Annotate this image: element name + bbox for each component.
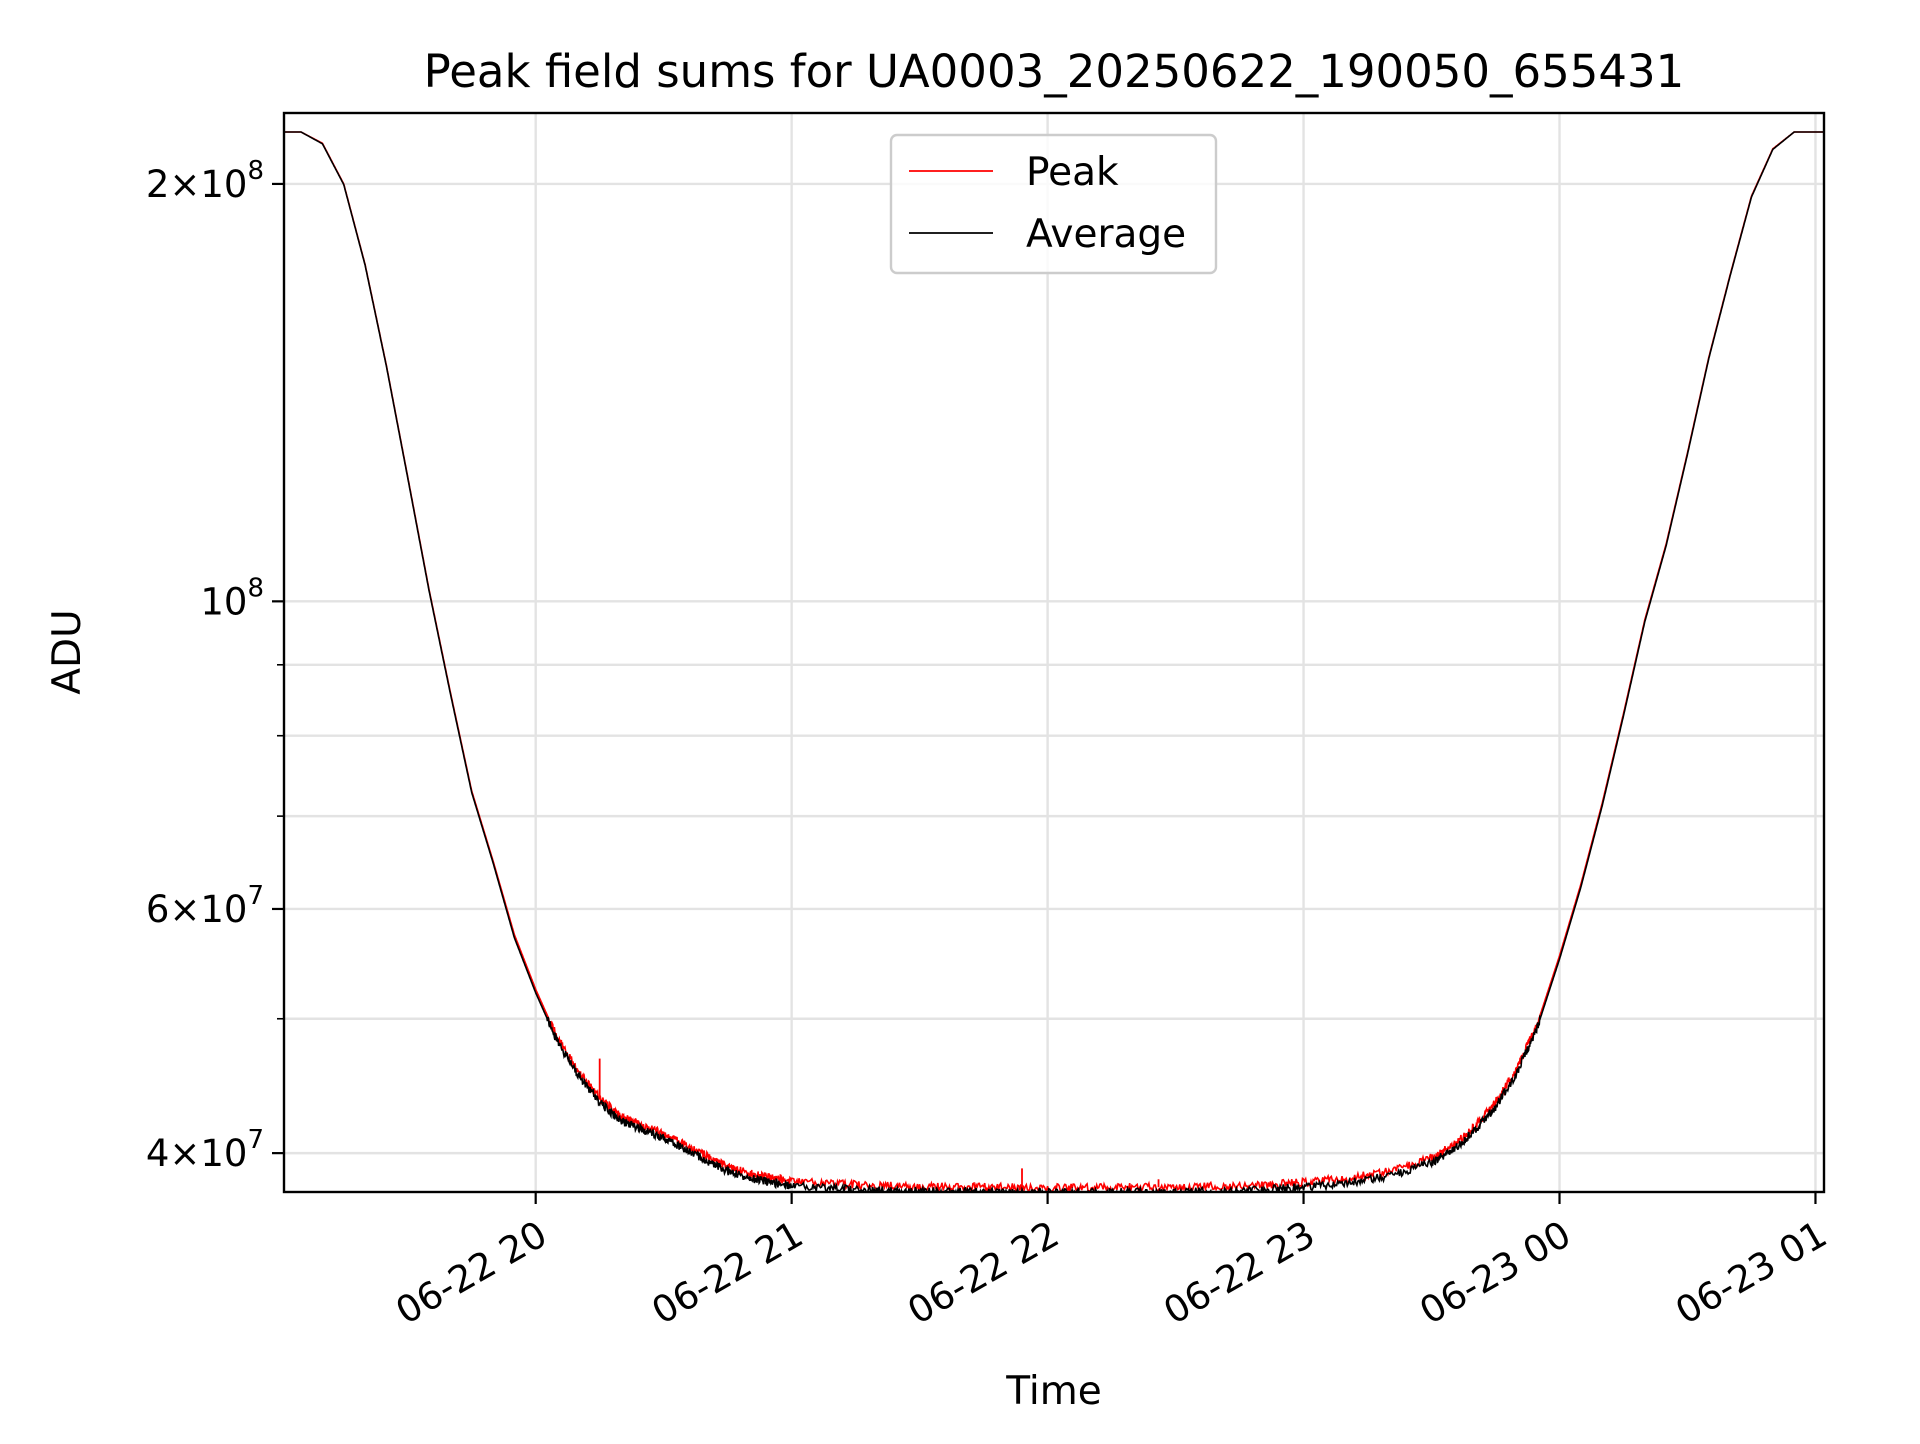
y-tick-label: 2×108 <box>146 156 264 206</box>
y-tick-exponent: 8 <box>247 573 264 603</box>
y-tick-base: 10 <box>200 580 247 623</box>
y-tick-base: 6×10 <box>146 888 248 931</box>
y-tick-exponent: 7 <box>247 881 264 911</box>
y-tick-base: 2×10 <box>146 163 248 206</box>
y-axis-label: ADU <box>45 609 90 694</box>
x-axis-label: Time <box>1005 1369 1101 1414</box>
series-layer <box>284 131 1824 1192</box>
y-tick-exponent: 7 <box>247 1125 264 1155</box>
y-tick-exponent: 8 <box>247 156 264 186</box>
plot-frame <box>282 111 1826 1194</box>
y-tick-label: 4×107 <box>146 1125 264 1175</box>
legend-label-peak: Peak <box>1026 150 1119 195</box>
legend-label-average: Average <box>1026 212 1186 257</box>
y-tick-base: 4×10 <box>146 1132 248 1175</box>
legend: Peak Average <box>889 133 1218 275</box>
chart-title: Peak field sums for UA0003_20250622_1900… <box>424 45 1685 98</box>
legend-box <box>889 133 1218 275</box>
series-line-average <box>284 131 1824 1192</box>
y-tick-label: 6×107 <box>146 881 264 931</box>
y-tick-label: 108 <box>200 573 264 623</box>
